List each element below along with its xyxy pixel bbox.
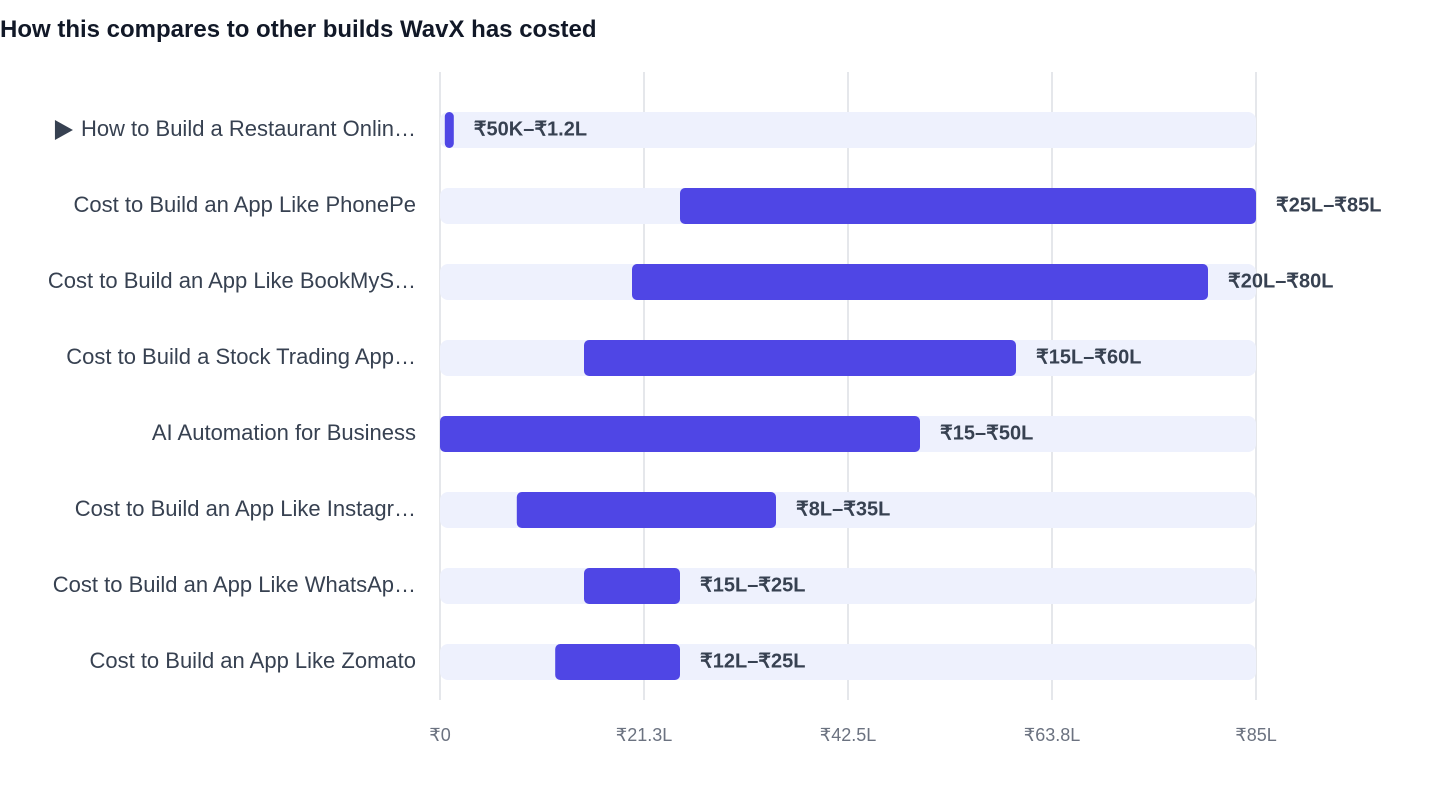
x-tick-label: ₹21.3L: [616, 725, 673, 745]
category-label: Cost to Build an App Like PhonePe: [74, 192, 416, 217]
range-value-label: ₹20L–₹80L: [1228, 270, 1334, 292]
grid-lines: [439, 72, 1257, 700]
category-label: AI Automation for Business: [152, 420, 416, 445]
x-tick-label: ₹42.5L: [820, 725, 877, 745]
chart-row[interactable]: Cost to Build an App Like BookMyS… ₹20L–₹…: [48, 264, 1334, 300]
range-bar[interactable]: [680, 188, 1256, 224]
range-value-label: ₹15L–₹25L: [700, 574, 806, 596]
range-bar[interactable]: [440, 416, 920, 452]
range-value-label: ₹15L–₹60L: [1036, 346, 1142, 368]
chart-row[interactable]: Cost to Build an App Like Zomato ₹12L–₹25…: [89, 644, 1256, 680]
chart-row[interactable]: Cost to Build an App Like WhatsAp… ₹15L–₹…: [53, 568, 1256, 604]
bar-track: [440, 568, 1256, 604]
chart-row[interactable]: AI Automation for Business ₹15–₹50L: [152, 416, 1256, 452]
chart-title: How this compares to other builds WavX h…: [0, 16, 597, 43]
range-value-label: ₹8L–₹35L: [796, 498, 890, 520]
category-label: Cost to Build a Stock Trading App…: [66, 344, 416, 369]
chart-row[interactable]: Cost to Build an App Like Instagr… ₹8L–₹3…: [75, 492, 1256, 528]
category-label: Cost to Build an App Like WhatsAp…: [53, 572, 416, 597]
range-value-label: ₹15–₹50L: [940, 422, 1033, 444]
category-label: Cost to Build an App Like Zomato: [89, 648, 416, 673]
range-bar[interactable]: [584, 340, 1016, 376]
category-label: Cost to Build an App Like BookMyS…: [48, 268, 416, 293]
category-label: Cost to Build an App Like Instagr…: [75, 496, 416, 521]
range-bar[interactable]: [444, 112, 454, 148]
range-value-label: ₹12L–₹25L: [700, 650, 806, 672]
x-tick-label: ₹0: [429, 725, 450, 745]
range-bar[interactable]: [516, 492, 776, 528]
range-bar[interactable]: [555, 644, 680, 680]
x-tick-label: ₹85L: [1235, 725, 1276, 745]
chart-row[interactable]: Cost to Build a Stock Trading App… ₹15L–₹…: [66, 340, 1256, 376]
bar-track: [440, 112, 1256, 148]
chart-rows: How to Build a Restaurant Onlin… ₹50K–₹1.…: [48, 112, 1382, 680]
x-tick-label: ₹63.8L: [1024, 725, 1081, 745]
range-value-label: ₹50K–₹1.2L: [474, 118, 587, 140]
chart-row[interactable]: Cost to Build an App Like PhonePe ₹25L–₹8…: [74, 188, 1382, 224]
x-axis-ticks: ₹0 ₹21.3L ₹42.5L ₹63.8L ₹85L: [429, 725, 1276, 745]
range-value-label: ₹25L–₹85L: [1276, 194, 1382, 216]
range-bar[interactable]: [584, 568, 680, 604]
triangle-right-icon: [54, 120, 73, 140]
category-label: How to Build a Restaurant Onlin…: [81, 116, 416, 141]
range-bar[interactable]: [632, 264, 1208, 300]
chart-row[interactable]: How to Build a Restaurant Onlin… ₹50K–₹1.…: [54, 112, 1256, 148]
